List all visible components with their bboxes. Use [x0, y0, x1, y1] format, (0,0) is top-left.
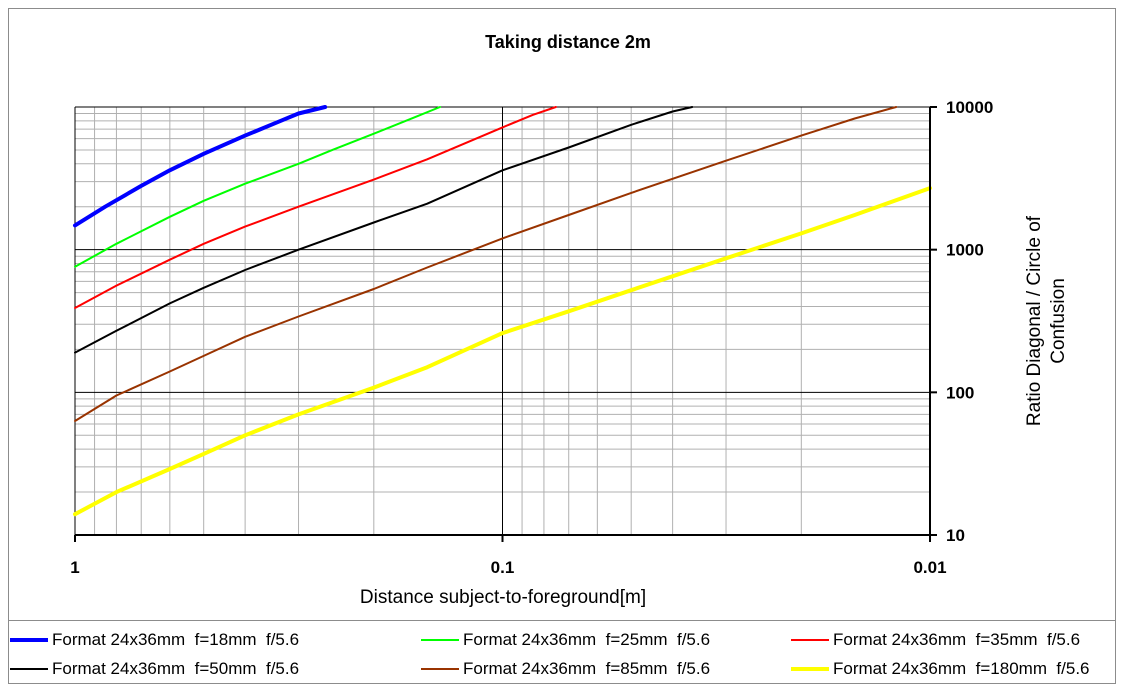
series-layer: [73, 105, 932, 517]
legend-label: Format 24x36mm f=85mm f/5.6: [463, 659, 711, 678]
legend-swatch: [421, 639, 459, 641]
legend-swatch: [10, 668, 48, 670]
y-tick-label: 1000: [946, 241, 984, 260]
y-tick-label: 100: [946, 383, 974, 402]
x-tick-label: 0.01: [913, 558, 946, 577]
y-tick-label: 10: [946, 526, 965, 545]
axis-layer: 10 100 1000 10000 1 0.1 0.01: [70, 98, 993, 577]
series-line-4: [74, 106, 694, 354]
legend-item: Format 24x36mm f=25mm f/5.6: [421, 629, 710, 651]
legend-label: Format 24x36mm f=25mm f/5.6: [463, 630, 711, 649]
legend-item: Format 24x36mm f=18mm f/5.6: [10, 629, 299, 651]
chart-title: Taking distance 2m: [485, 32, 651, 52]
legend-item: Format 24x36mm f=35mm f/5.6: [791, 629, 1080, 651]
legend-swatch: [791, 639, 829, 641]
legend: Format 24x36mm f=18mm f/5.6 Format 24x36m…: [8, 620, 1116, 684]
legend-swatch: [421, 668, 459, 670]
legend-label: Format 24x36mm f=50mm f/5.6: [52, 659, 300, 678]
x-tick-label: 0.1: [491, 558, 515, 577]
x-axis-label: Distance subject-to-foreground[m]: [360, 587, 646, 608]
grid-layer: [74, 106, 931, 536]
chart-svg: Taking distance 2m 10 100 1000 10000 1 0.1 0.0…: [70, 32, 1069, 608]
x-tick-label: 1: [70, 558, 79, 577]
legend-swatch: [791, 667, 829, 671]
series-line-2: [74, 106, 441, 268]
series-line-6: [73, 186, 932, 517]
series-line-5: [74, 106, 898, 422]
legend-label: Format 24x36mm f=18mm f/5.6: [52, 630, 300, 649]
series-line-3: [74, 106, 557, 309]
legend-item: Format 24x36mm f=180mm f/5.6: [791, 658, 1090, 680]
y-axis-label-line2: Confusion: [1048, 278, 1069, 364]
y-axis-label-line1: Ratio Diagonal / Circle of: [1024, 215, 1045, 426]
y-tick-label: 10000: [946, 98, 993, 117]
series-line-1: [73, 105, 328, 228]
legend-item: Format 24x36mm f=85mm f/5.6: [421, 658, 710, 680]
legend-label: Format 24x36mm f=35mm f/5.6: [833, 630, 1081, 649]
legend-swatch: [10, 638, 48, 642]
legend-label: Format 24x36mm f=180mm f/5.6: [833, 659, 1090, 678]
legend-item: Format 24x36mm f=50mm f/5.6: [10, 658, 299, 680]
